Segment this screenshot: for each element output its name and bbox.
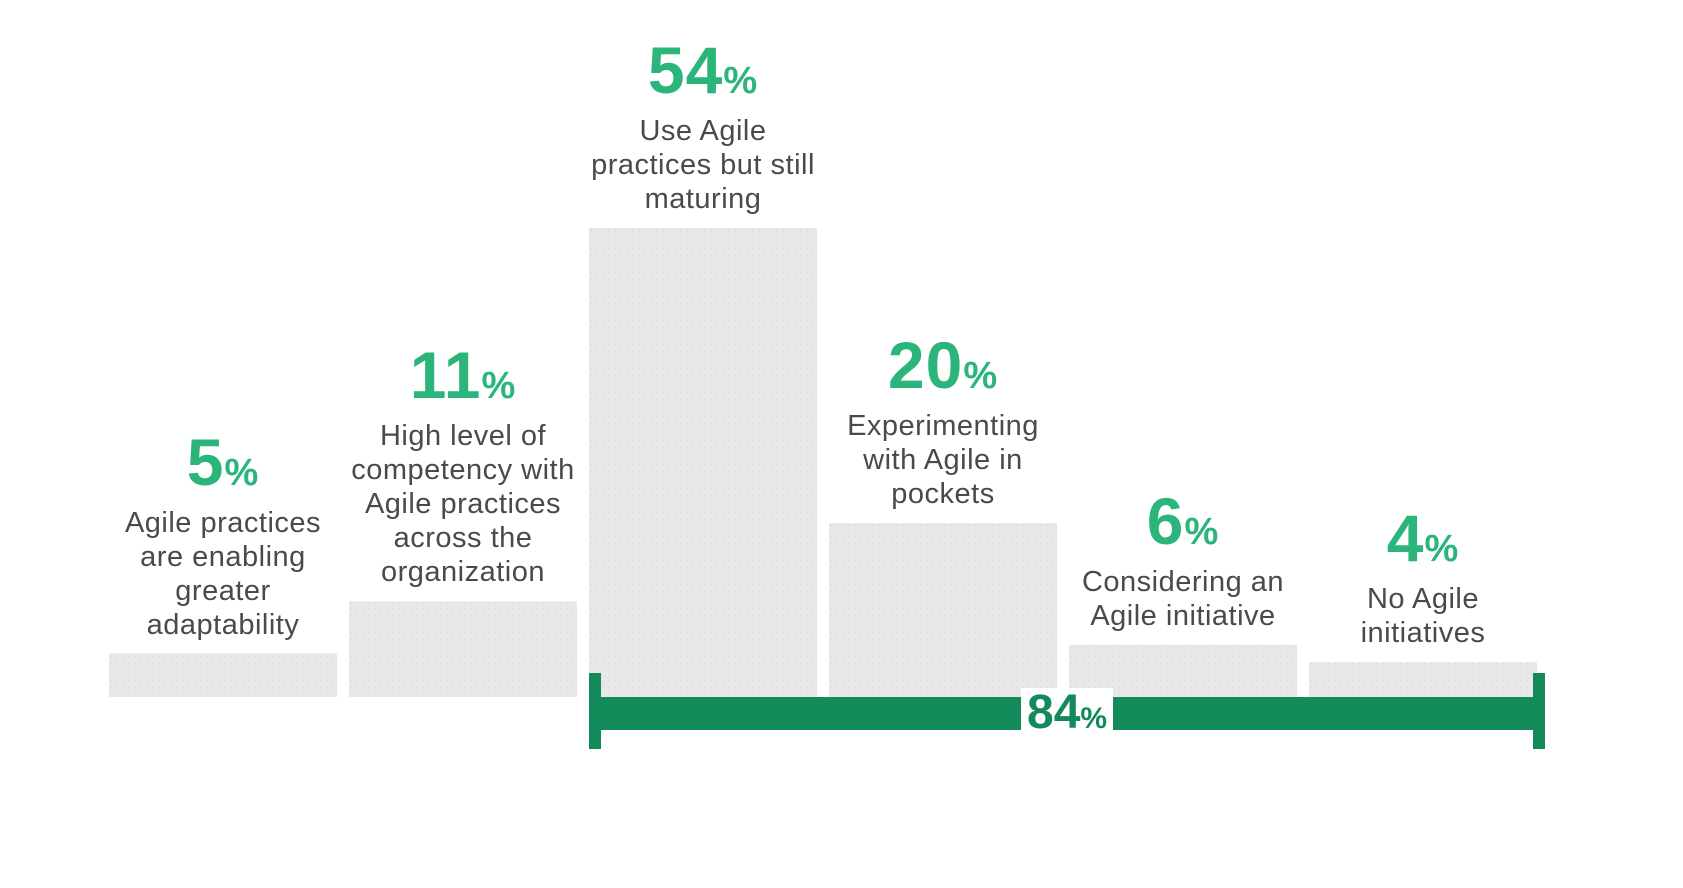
bracket-end bbox=[1533, 673, 1545, 749]
value-label: 5% bbox=[186, 424, 260, 499]
bar-label: 5% Agile practices are enabling greater a… bbox=[103, 429, 343, 642]
value-label: 11% bbox=[409, 338, 517, 413]
bar-texture bbox=[349, 601, 577, 697]
bar-label: 11% High level of competency with Agile p… bbox=[343, 342, 583, 589]
annotation: 84% bbox=[1021, 688, 1114, 744]
category-label: No Agile initiatives bbox=[1360, 583, 1486, 650]
category-label: High level of competency with Agile prac… bbox=[351, 420, 575, 589]
category-label: Agile practices are enabling greater ada… bbox=[124, 506, 322, 641]
bar-label: 20% Experimenting with Agile in pockets bbox=[823, 332, 1063, 511]
bar-texture bbox=[589, 228, 817, 697]
bar-label: 6% Considering an Agile initiative bbox=[1063, 488, 1303, 633]
bar-texture bbox=[829, 523, 1057, 697]
bar-label: 54% Use Agile practices but still maturin… bbox=[583, 37, 823, 216]
bar-texture bbox=[1309, 662, 1537, 697]
value-label: 20% bbox=[887, 328, 999, 403]
value-label: 4% bbox=[1386, 501, 1460, 576]
bar-label: 4% No Agile initiatives bbox=[1303, 505, 1543, 650]
bracket-end bbox=[589, 673, 601, 749]
category-label: Experimenting with Agile in pockets bbox=[847, 410, 1039, 511]
category-label: Use Agile practices but still maturing bbox=[591, 115, 815, 215]
bar-texture bbox=[109, 653, 337, 697]
value-label: 6% bbox=[1146, 483, 1220, 558]
category-label: Considering an Agile initiative bbox=[1081, 565, 1285, 632]
value-label: 54% bbox=[647, 33, 759, 107]
